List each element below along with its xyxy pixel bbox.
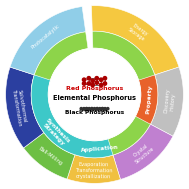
Circle shape xyxy=(103,77,107,80)
Circle shape xyxy=(96,108,98,110)
Polygon shape xyxy=(6,67,44,148)
Circle shape xyxy=(91,79,94,82)
Text: Property: Property xyxy=(145,84,153,114)
Circle shape xyxy=(99,78,103,81)
Circle shape xyxy=(104,108,106,110)
Circle shape xyxy=(88,108,90,110)
Circle shape xyxy=(52,52,137,137)
Circle shape xyxy=(87,82,91,85)
Polygon shape xyxy=(67,155,120,183)
Text: Red Phosphorus: Red Phosphorus xyxy=(66,86,123,91)
Text: Black Phosphorus: Black Phosphorus xyxy=(65,110,124,115)
Polygon shape xyxy=(24,133,75,179)
Text: Photocatalytic: Photocatalytic xyxy=(30,23,61,50)
Circle shape xyxy=(99,108,101,110)
Circle shape xyxy=(107,108,109,110)
Circle shape xyxy=(103,82,107,85)
Circle shape xyxy=(93,108,96,110)
Polygon shape xyxy=(31,75,113,158)
Circle shape xyxy=(91,108,93,110)
Polygon shape xyxy=(135,75,158,124)
Text: Synthesis
Strategy: Synthesis Strategy xyxy=(40,118,71,148)
Polygon shape xyxy=(10,7,86,75)
Text: Application: Application xyxy=(80,145,119,153)
Text: Elemental Phosphorus: Elemental Phosphorus xyxy=(53,95,136,101)
Circle shape xyxy=(87,77,91,80)
Circle shape xyxy=(82,78,86,81)
Circle shape xyxy=(101,108,104,110)
Polygon shape xyxy=(150,67,183,136)
Circle shape xyxy=(99,83,103,87)
Text: Evaporation
Transformation
crystallization: Evaporation Transformation crystallizati… xyxy=(75,162,113,179)
Text: Crystal
Structure: Crystal Structure xyxy=(130,142,155,165)
Circle shape xyxy=(85,108,88,110)
Polygon shape xyxy=(31,31,158,158)
Polygon shape xyxy=(113,124,173,179)
Circle shape xyxy=(101,108,104,110)
Circle shape xyxy=(85,108,88,110)
Text: Ball-Milling: Ball-Milling xyxy=(37,146,63,167)
Circle shape xyxy=(83,108,85,110)
Circle shape xyxy=(95,77,98,80)
Polygon shape xyxy=(91,6,179,75)
Circle shape xyxy=(91,108,93,110)
Circle shape xyxy=(96,108,98,110)
Text: Discovery
History: Discovery History xyxy=(164,88,177,114)
Text: Solvothermal
Transformation: Solvothermal Transformation xyxy=(11,88,28,126)
Circle shape xyxy=(80,108,82,110)
Circle shape xyxy=(82,82,86,85)
Text: Energy
Storage: Energy Storage xyxy=(127,22,149,42)
Circle shape xyxy=(91,83,94,87)
Circle shape xyxy=(95,81,98,84)
